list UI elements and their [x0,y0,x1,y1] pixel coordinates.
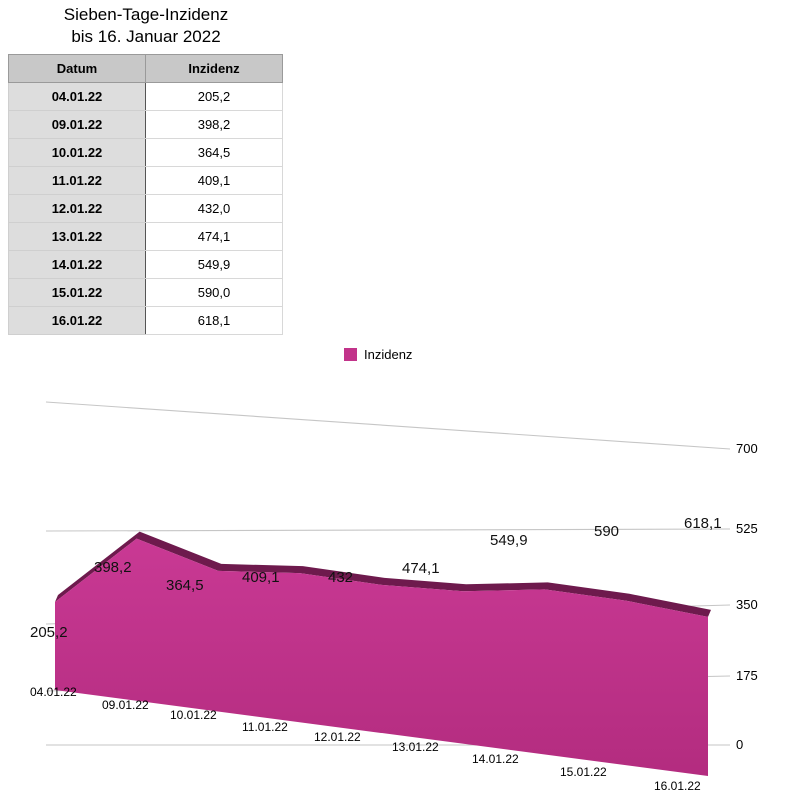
data-label: 549,9 [490,532,528,549]
data-label: 590 [594,523,619,540]
x-tick-label: 14.01.22 [472,752,519,766]
date-cell: 11.01.22 [8,166,146,195]
x-tick-label: 12.01.22 [314,730,361,744]
x-tick-label: 09.01.22 [102,698,149,712]
value-cell: 474,1 [145,222,283,251]
y-tick-label: 350 [736,597,758,612]
header-inzidenz: Inzidenz [145,54,283,83]
table-row: 04.01.22 205,2 [8,82,283,111]
data-table: Datum Inzidenz 04.01.22 205,2 09.01.22 398… [8,54,283,335]
title-line-1: Sieben-Tage-Inzidenz [63,5,229,24]
x-tick-label: 13.01.22 [392,740,439,754]
data-label: 618,1 [684,515,722,532]
date-cell: 09.01.22 [8,110,146,139]
legend-label: Inzidenz [364,347,413,362]
date-cell: 13.01.22 [8,222,146,251]
value-cell: 432,0 [145,194,283,223]
data-label: 432 [328,569,353,586]
value-cell: 409,1 [145,166,283,195]
data-label: 205,2 [30,624,68,641]
date-cell: 04.01.22 [8,82,146,111]
table-header-row: Datum Inzidenz [8,54,283,83]
value-cell: 618,1 [145,306,283,335]
data-label: 398,2 [94,559,132,576]
table-row: 12.01.22 432,0 [8,194,283,223]
x-tick-label: 04.01.22 [30,685,77,699]
chart-title: Sieben-Tage-Inzidenz bis 16. Januar 2022 [8,4,284,48]
value-cell: 590,0 [145,278,283,307]
area-front-face [55,538,708,776]
legend-swatch [344,348,357,361]
gridline [45,401,731,450]
chart-legend: Inzidenz [344,347,412,362]
x-tick-label: 15.01.22 [560,765,607,779]
table-row: 15.01.22 590,0 [8,278,283,307]
y-tick-label: 175 [736,668,758,683]
table-row: 11.01.22 409,1 [8,166,283,195]
table-row: 16.01.22 618,1 [8,306,283,335]
table-row: 13.01.22 474,1 [8,222,283,251]
y-tick-label: 0 [736,737,743,752]
value-cell: 205,2 [145,82,283,111]
date-cell: 10.01.22 [8,138,146,167]
y-tick-label: 700 [736,441,758,456]
header-datum: Datum [8,54,146,83]
date-cell: 14.01.22 [8,250,146,279]
x-tick-label: 16.01.22 [654,779,701,793]
table-row: 09.01.22 398,2 [8,110,283,139]
x-tick-label: 11.01.22 [242,720,288,734]
gridline [45,528,731,532]
value-cell: 398,2 [145,110,283,139]
data-label: 364,5 [166,577,204,594]
y-tick-label: 525 [736,521,758,536]
date-cell: 12.01.22 [8,194,146,223]
date-cell: 16.01.22 [8,306,146,335]
x-tick-label: 10.01.22 [170,708,217,722]
data-label: 409,1 [242,569,280,586]
date-cell: 15.01.22 [8,278,146,307]
title-line-2: bis 16. Januar 2022 [71,27,221,46]
data-label: 474,1 [402,560,440,577]
